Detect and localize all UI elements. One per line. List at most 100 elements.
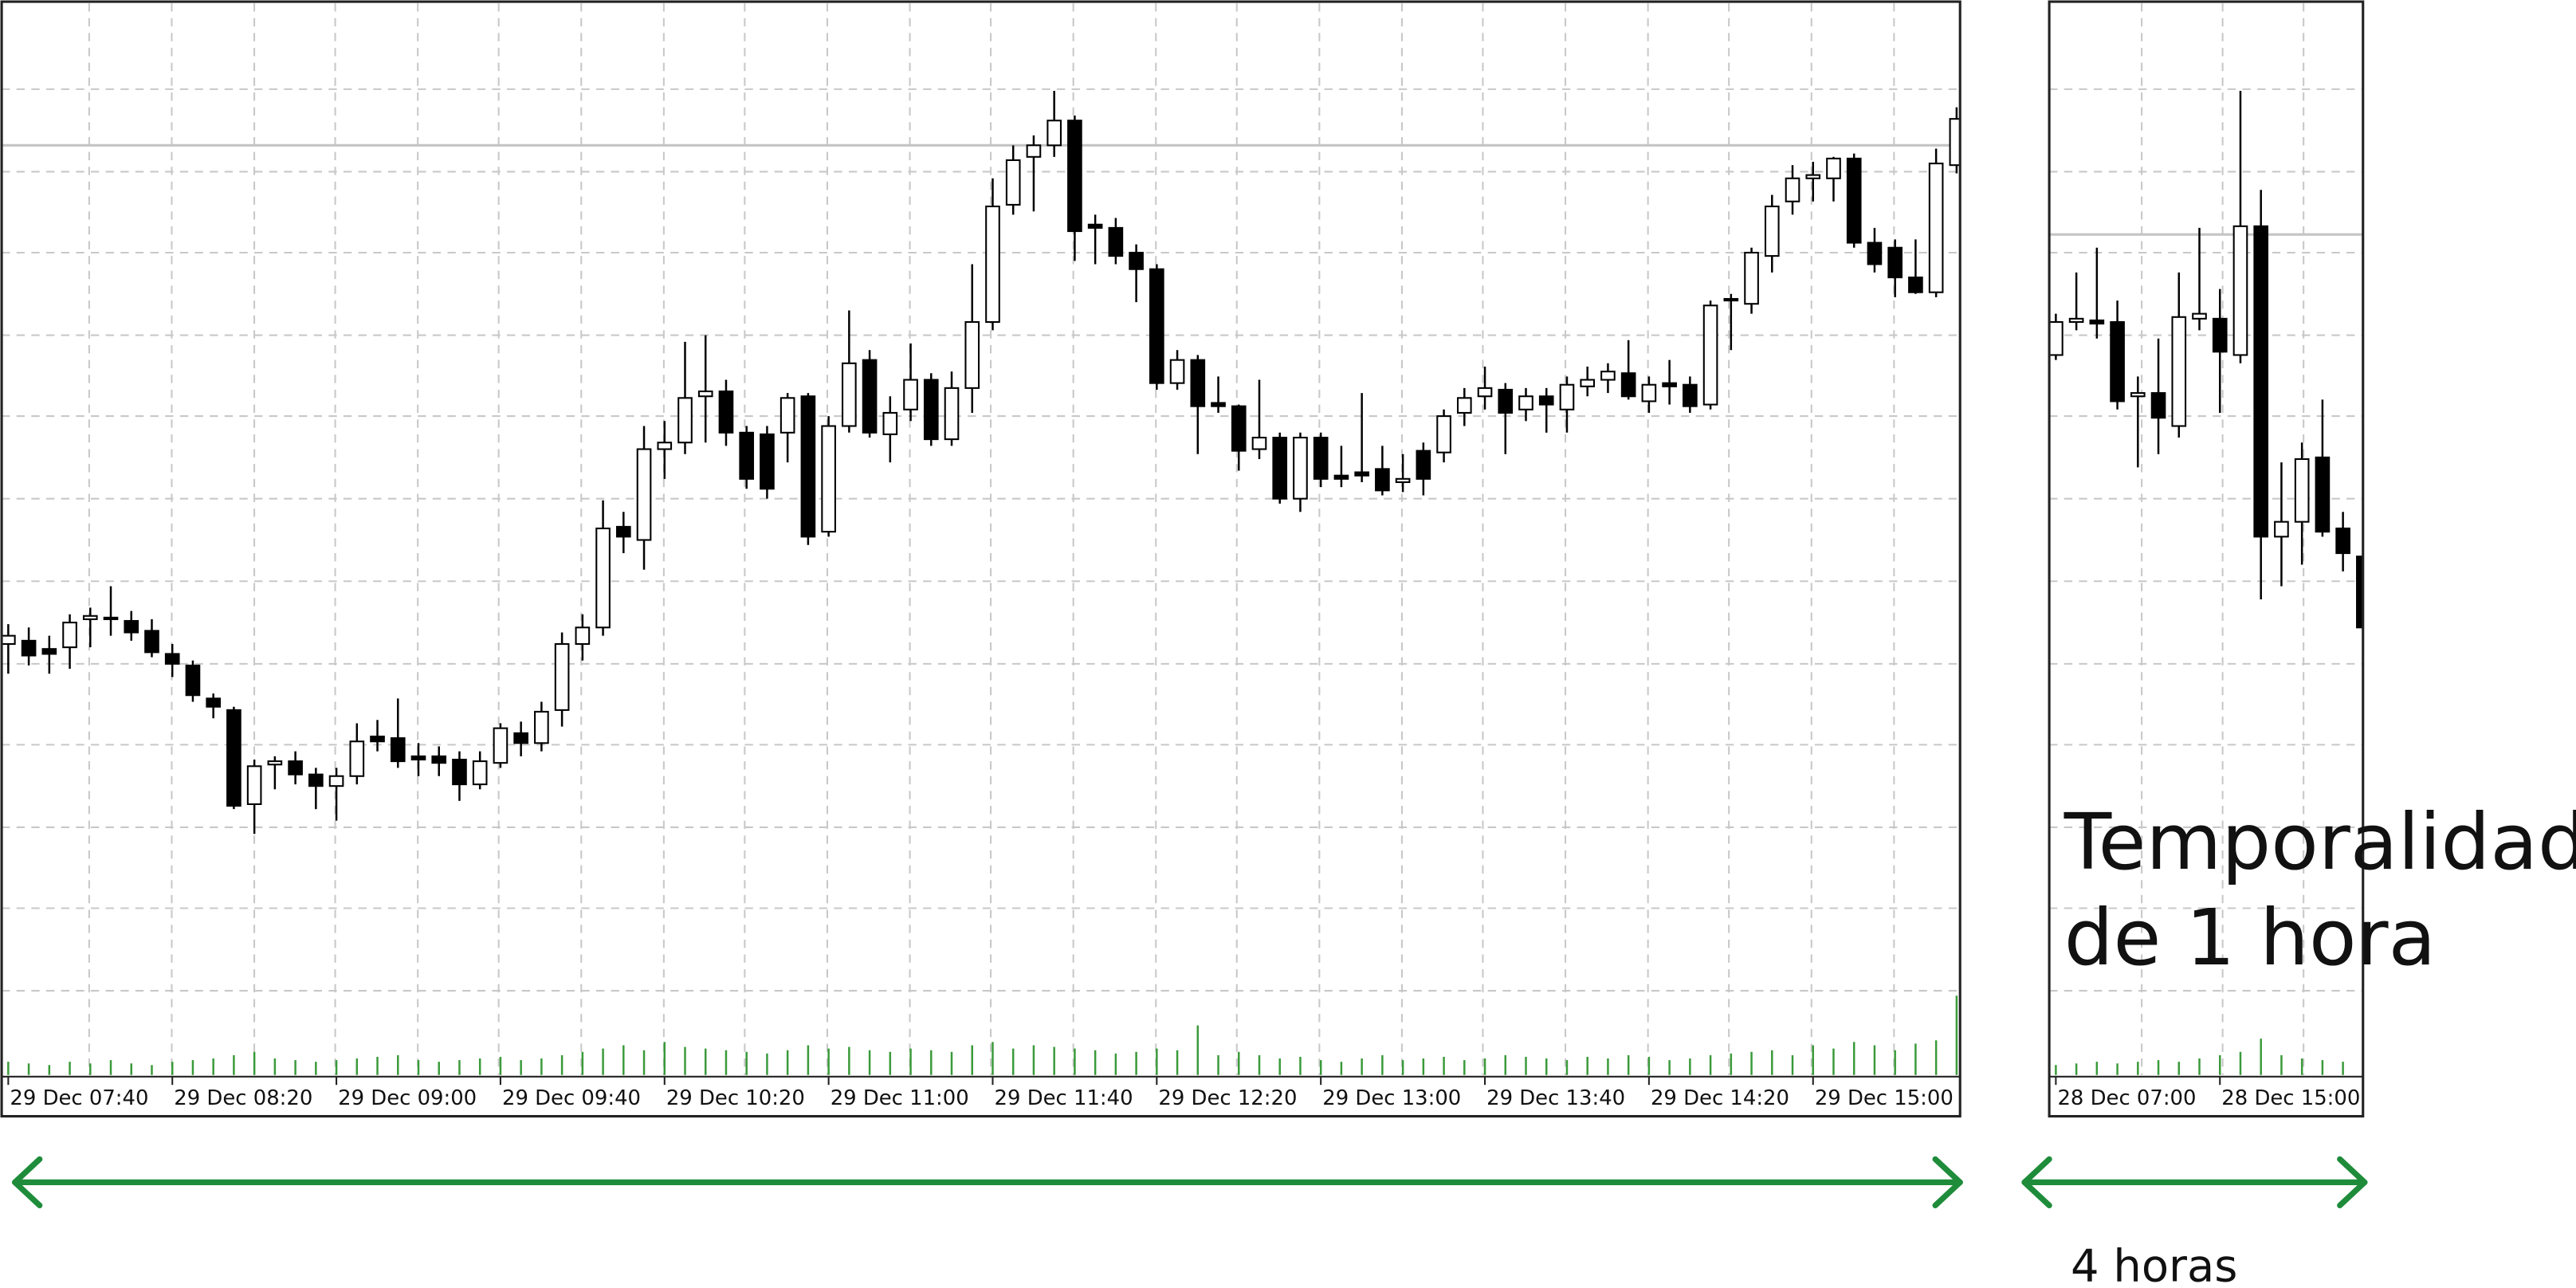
candle-body [62, 622, 77, 649]
candle-body [944, 387, 960, 441]
grid [2, 3, 2363, 1075]
candle-body [923, 379, 939, 441]
annotation: 4 horas [2071, 1241, 2237, 1288]
candle-body [1067, 120, 1082, 233]
candle-body [964, 320, 980, 389]
candle-body [1764, 205, 1780, 257]
candle-body [1272, 436, 1288, 500]
candle-body [1641, 383, 1657, 402]
candle-body [1293, 436, 1308, 500]
candle-body [2049, 320, 2064, 356]
candle-body [513, 732, 528, 744]
x-tick-label: 29 Dec 15:00 [1815, 1086, 1954, 1110]
x-tick-label: 29 Dec 11:40 [995, 1086, 1133, 1110]
candle-body [1928, 163, 1944, 293]
candle-body [862, 359, 878, 434]
candle-body [1683, 383, 1698, 407]
candle-body [41, 648, 57, 655]
candle-body [2274, 520, 2289, 538]
candle-body [1026, 144, 1042, 158]
candle-body [1744, 251, 1759, 305]
x-tick-label: 29 Dec 12:20 [1158, 1086, 1297, 1110]
candle-body [1846, 157, 1862, 244]
x-tick-label: 28 Dec 07:00 [2057, 1086, 2196, 1110]
candle-body [1375, 468, 1390, 492]
candle-body [2356, 556, 2363, 629]
candle-body [1046, 120, 1062, 147]
candle-body [1498, 388, 1514, 414]
candle-body [2150, 392, 2166, 419]
candle-body [185, 664, 201, 697]
candle-body [82, 615, 98, 620]
candle-body [1580, 379, 1596, 387]
x-tick-label: 29 Dec 10:20 [666, 1086, 805, 1110]
candle-body [349, 740, 365, 777]
candle-body [1108, 226, 1124, 257]
candle-body [739, 431, 755, 480]
candle-body [1702, 304, 1718, 406]
candle-body [1620, 372, 1636, 398]
candle-body [1211, 402, 1226, 407]
candle-body [1826, 157, 1841, 179]
candle-body [1313, 436, 1329, 480]
annotation: de 1 hora [2064, 893, 2437, 983]
candle-body [657, 442, 673, 450]
candle-body [431, 755, 447, 764]
candle-body [2171, 316, 2187, 427]
candle-body [821, 425, 836, 533]
candle-body [2232, 225, 2248, 356]
candle-body [308, 773, 324, 787]
candle-body [534, 710, 549, 744]
x-tick-label: 29 Dec 11:00 [831, 1086, 969, 1110]
candle-body [2068, 317, 2084, 324]
candle-body [697, 390, 713, 398]
candle-body [2130, 392, 2146, 398]
annotation: Temporalidad [2064, 797, 2576, 887]
candle-body [2335, 527, 2350, 555]
candle-body [1456, 397, 1472, 414]
candle-body [410, 755, 426, 761]
candle-body [1518, 395, 1533, 410]
candle-body [1190, 359, 1206, 407]
x-tick-label: 28 Dec 15:00 [2221, 1086, 2360, 1110]
candle-body [1805, 174, 1821, 179]
marks: 29 Dec 07:40 29 Dec 08:20 29 Dec 09:00 29 D… [2, 90, 2363, 1110]
candle-body [370, 735, 385, 743]
range-arrow [12, 1156, 1963, 1209]
candle-body [1436, 415, 1451, 454]
x-tick-label: 29 Dec 13:40 [1486, 1086, 1625, 1110]
candle-body [575, 626, 591, 646]
candle-body [1867, 242, 1883, 265]
candle-body [2089, 319, 2105, 325]
candle-body [472, 760, 488, 786]
candle-body [1600, 371, 1616, 381]
candle-body [21, 639, 37, 657]
candle-body [1333, 474, 1349, 480]
candle-body [328, 775, 344, 787]
candle-body [2192, 312, 2207, 320]
candle-body [1949, 118, 1961, 167]
candle-body [985, 205, 1000, 324]
candle-body [760, 433, 775, 490]
candle-body [718, 390, 734, 434]
candle-body [103, 616, 119, 620]
candle-body [493, 727, 509, 764]
candle-body [2110, 320, 2125, 402]
candle-body [1005, 159, 1021, 206]
candle-body [1354, 471, 1369, 477]
candle-body [636, 448, 652, 541]
candle-body [452, 758, 467, 786]
candle-body [1887, 246, 1903, 279]
panel-frame [2048, 0, 2365, 1118]
candle-body [677, 397, 693, 444]
candle-body [226, 709, 242, 807]
x-tick-label: 29 Dec 08:20 [174, 1086, 312, 1110]
candle-body [1149, 268, 1164, 384]
candle-body [267, 760, 283, 766]
candle-body [2294, 457, 2310, 523]
candle-body [1662, 382, 1677, 387]
candle-body [2315, 456, 2331, 533]
candle-body [903, 379, 918, 410]
